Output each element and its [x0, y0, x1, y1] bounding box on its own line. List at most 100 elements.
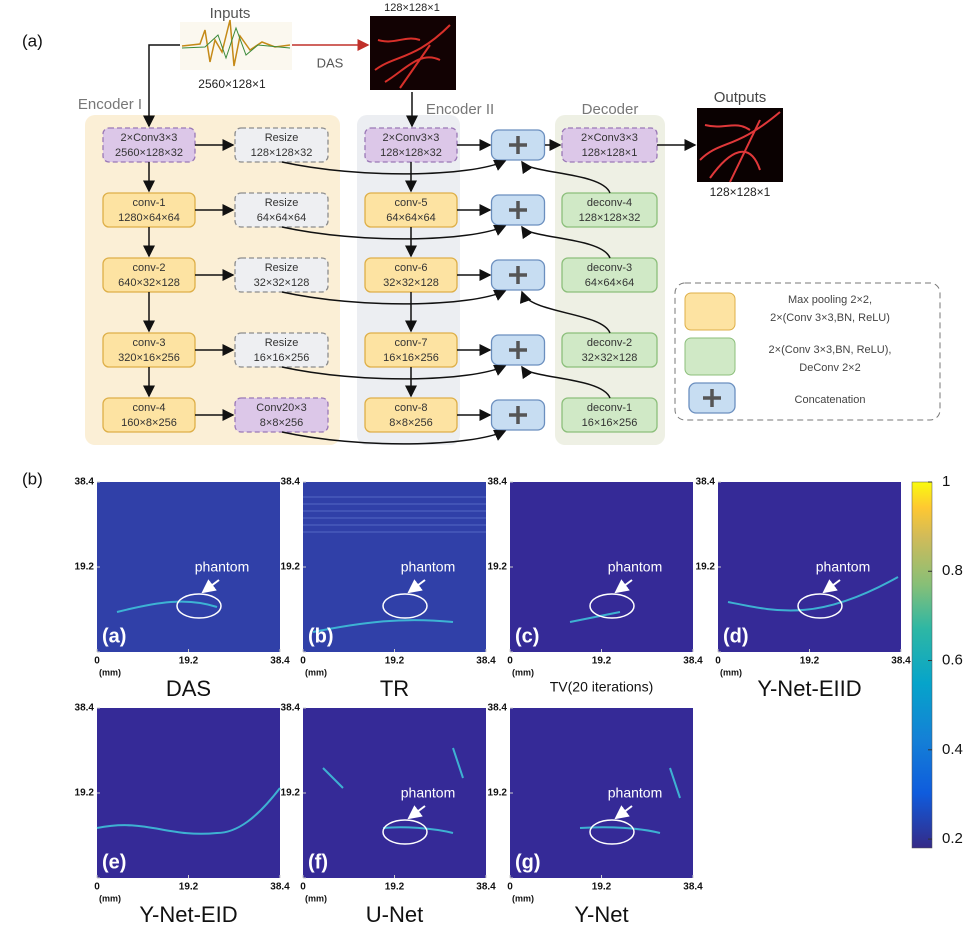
legend-swatch — [685, 338, 735, 375]
x-tick-label: 0 — [715, 656, 721, 667]
y-tick-label: 19.2 — [281, 788, 301, 799]
das-size: 128×128×1 — [384, 2, 440, 14]
y-tick-label: 19.2 — [281, 562, 301, 573]
annotation: phantom — [195, 559, 249, 575]
x-tick-label: 19.2 — [385, 656, 405, 667]
annotation: phantom — [608, 785, 662, 801]
x-tick-label: 19.2 — [592, 656, 612, 667]
y-tick-label: 38.4 — [75, 703, 95, 714]
legend-text: Max pooling 2×2, — [788, 294, 872, 306]
node-name: conv-6 — [394, 262, 427, 274]
x-tick-label: 0 — [300, 882, 306, 893]
axis-unit: (mm) — [99, 667, 121, 677]
x-tick-label: 38.4 — [476, 656, 496, 667]
node-name: Resize — [265, 197, 299, 209]
y-tick-label: 38.4 — [281, 703, 301, 714]
panel-title: Y-Net-EID — [139, 902, 237, 927]
panel-label: (a) — [22, 31, 43, 50]
node-name: Conv20×3 — [256, 402, 306, 414]
x-tick-label: 19.2 — [385, 882, 405, 893]
figure: (a)Inputs2560×128×1DAS128×128×1Outputs12… — [0, 0, 966, 930]
node-name: conv-8 — [394, 402, 427, 414]
panel-title: DAS — [166, 676, 211, 701]
node-size: 32×32×128 — [254, 277, 310, 289]
node-name: Resize — [265, 132, 299, 144]
x-tick-label: 38.4 — [270, 882, 290, 893]
panel-label: (b) — [22, 469, 43, 488]
x-tick-label: 19.2 — [800, 656, 820, 667]
node-size: 640×32×128 — [118, 277, 180, 289]
y-tick-label: 38.4 — [281, 477, 301, 488]
axis-unit: (mm) — [305, 893, 327, 903]
outputs-title: Outputs — [714, 89, 767, 106]
node-size: 64×64×64 — [585, 277, 635, 289]
panel-tag: (c) — [515, 625, 539, 647]
y-tick-label: 19.2 — [488, 562, 508, 573]
decoder-title: Decoder — [582, 101, 639, 118]
node-name: deconv-1 — [587, 402, 632, 414]
node-name: conv-2 — [132, 262, 165, 274]
panel-title: Y-Net — [574, 902, 628, 927]
panel-tag: (a) — [102, 625, 126, 647]
annotation: phantom — [608, 559, 662, 575]
panel-tag: (f) — [308, 851, 328, 873]
node-size: 128×128×32 — [579, 212, 641, 224]
x-tick-label: 38.4 — [476, 882, 496, 893]
node-name: conv-3 — [132, 337, 165, 349]
y-tick-label: 38.4 — [488, 703, 508, 714]
node-name: 2×Conv3×3 — [383, 132, 440, 144]
inputs-size: 2560×128×1 — [198, 77, 266, 91]
node-name: 2×Conv3×3 — [121, 132, 178, 144]
node-size: 320×16×256 — [118, 352, 180, 364]
node-name: deconv-3 — [587, 262, 632, 274]
annotation: phantom — [401, 785, 455, 801]
node-size: 8×8×256 — [389, 417, 432, 429]
node-size: 128×128×32 — [251, 147, 313, 159]
reconstruction-image — [303, 708, 486, 878]
node-size: 32×32×128 — [383, 277, 439, 289]
node-size: 160×8×256 — [121, 417, 177, 429]
node-name: conv-1 — [132, 197, 165, 209]
outputs-size: 128×128×1 — [710, 185, 771, 199]
x-tick-label: 0 — [94, 656, 100, 667]
y-tick-label: 19.2 — [75, 562, 95, 573]
colorbar-tick-label: 0.4 — [942, 741, 963, 758]
das-arrow-label: DAS — [317, 55, 344, 70]
x-tick-label: 0 — [507, 656, 513, 667]
axis-unit: (mm) — [512, 893, 534, 903]
y-tick-label: 19.2 — [75, 788, 95, 799]
panel-title: U-Net — [366, 902, 423, 927]
x-tick-label: 38.4 — [683, 882, 703, 893]
node-name: deconv-2 — [587, 337, 632, 349]
node-size: 16×16×256 — [254, 352, 310, 364]
x-tick-label: 0 — [94, 882, 100, 893]
y-tick-label: 38.4 — [488, 477, 508, 488]
annotation: phantom — [816, 559, 870, 575]
node-name: conv-5 — [394, 197, 427, 209]
x-tick-label: 19.2 — [179, 656, 199, 667]
colorbar-tick-label: 0.2 — [942, 830, 963, 847]
panel-title: TR — [380, 676, 409, 701]
node-name: deconv-4 — [587, 197, 632, 209]
encoder-2-title: Encoder II — [426, 101, 494, 118]
colorbar-tick-label: 1 — [942, 473, 950, 490]
arrow — [149, 45, 180, 126]
node-name: conv-7 — [394, 337, 427, 349]
y-tick-label: 38.4 — [75, 477, 95, 488]
y-tick-label: 19.2 — [696, 562, 716, 573]
node-size: 64×64×64 — [386, 212, 436, 224]
panel-tag: (e) — [102, 851, 126, 873]
axis-unit: (mm) — [720, 667, 742, 677]
node-name: Resize — [265, 262, 299, 274]
x-tick-label: 0 — [507, 882, 513, 893]
axis-unit: (mm) — [99, 893, 121, 903]
panel-title: Y-Net-EIID — [757, 676, 861, 701]
node-size: 16×16×256 — [383, 352, 439, 364]
x-tick-label: 38.4 — [683, 656, 703, 667]
panel-tag: (g) — [515, 851, 541, 873]
y-tick-label: 38.4 — [696, 477, 716, 488]
x-tick-label: 38.4 — [891, 656, 911, 667]
panel-title: TV(20 iterations) — [550, 679, 653, 695]
panel-tag: (d) — [723, 625, 749, 647]
node-name: conv-4 — [132, 402, 165, 414]
